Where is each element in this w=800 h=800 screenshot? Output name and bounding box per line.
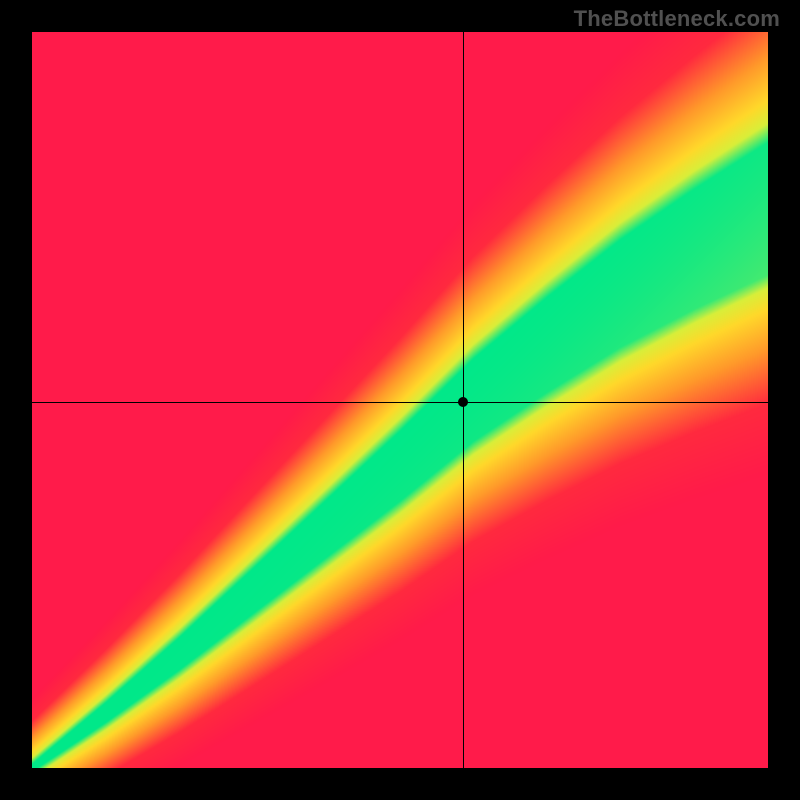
plot-area [32, 32, 768, 768]
chart-frame: TheBottleneck.com [0, 0, 800, 800]
crosshair-horizontal [32, 402, 768, 403]
crosshair-marker [458, 397, 468, 407]
heatmap-canvas [32, 32, 768, 768]
watermark-text: TheBottleneck.com [574, 6, 780, 32]
